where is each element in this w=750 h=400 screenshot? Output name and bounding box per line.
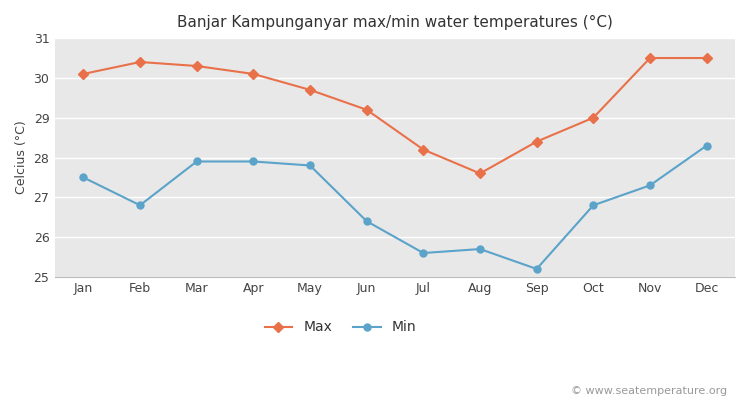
Max <box>305 88 314 92</box>
Max <box>79 72 88 76</box>
Title: Banjar Kampunganyar max/min water temperatures (°C): Banjar Kampunganyar max/min water temper… <box>177 15 613 30</box>
Min <box>136 203 145 208</box>
Max <box>136 60 145 64</box>
Min <box>305 163 314 168</box>
Y-axis label: Celcius (°C): Celcius (°C) <box>15 121 28 194</box>
Max <box>476 171 484 176</box>
Min <box>589 203 598 208</box>
Min <box>192 159 201 164</box>
Max <box>419 147 428 152</box>
Min <box>362 219 371 224</box>
Max <box>646 56 655 60</box>
Max <box>702 56 711 60</box>
Line: Min: Min <box>80 142 710 272</box>
Min <box>419 251 428 256</box>
Min <box>249 159 258 164</box>
Legend: Max, Min: Max, Min <box>259 315 422 340</box>
Min <box>702 143 711 148</box>
Max <box>362 107 371 112</box>
Max <box>192 64 201 68</box>
Max <box>249 72 258 76</box>
Line: Max: Max <box>80 54 710 177</box>
Max <box>589 115 598 120</box>
Min <box>646 183 655 188</box>
Text: © www.seatemperature.org: © www.seatemperature.org <box>572 386 728 396</box>
Min <box>476 247 484 252</box>
Max <box>532 139 542 144</box>
Min <box>532 266 542 271</box>
Min <box>79 175 88 180</box>
